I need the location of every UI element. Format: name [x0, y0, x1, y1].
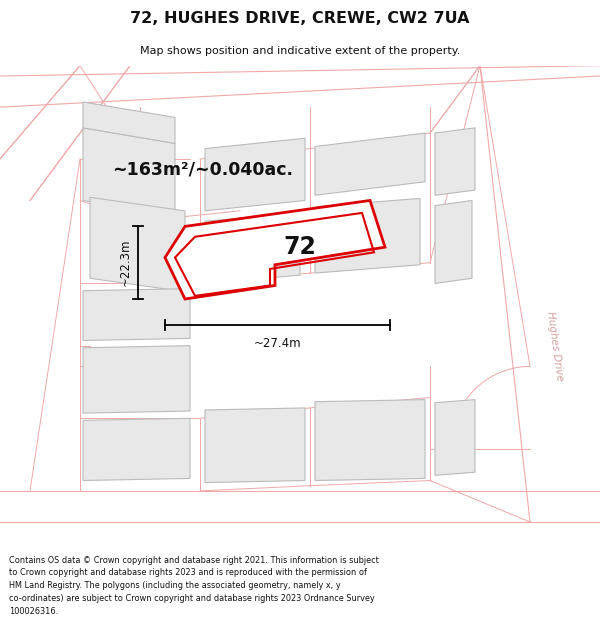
Polygon shape — [435, 128, 475, 195]
Polygon shape — [0, 66, 600, 107]
Text: Contains OS data © Crown copyright and database right 2021. This information is : Contains OS data © Crown copyright and d… — [9, 556, 379, 616]
Polygon shape — [165, 201, 385, 299]
Polygon shape — [435, 399, 475, 476]
Text: ~27.4m: ~27.4m — [254, 338, 301, 351]
Text: Hughes Drive: Hughes Drive — [545, 310, 565, 381]
Polygon shape — [205, 408, 305, 482]
Polygon shape — [0, 66, 130, 201]
Polygon shape — [83, 102, 175, 143]
Text: ~22.3m: ~22.3m — [119, 239, 132, 286]
Text: 72: 72 — [284, 235, 316, 259]
Polygon shape — [83, 128, 175, 216]
Text: ~163m²/~0.040ac.: ~163m²/~0.040ac. — [112, 161, 293, 178]
Polygon shape — [0, 491, 600, 553]
Polygon shape — [205, 213, 300, 284]
Polygon shape — [315, 198, 420, 273]
Polygon shape — [83, 346, 190, 413]
Polygon shape — [315, 399, 425, 481]
Polygon shape — [480, 66, 600, 553]
Polygon shape — [315, 133, 425, 195]
Polygon shape — [435, 201, 472, 284]
Polygon shape — [90, 198, 185, 292]
Text: 72, HUGHES DRIVE, CREWE, CW2 7UA: 72, HUGHES DRIVE, CREWE, CW2 7UA — [130, 11, 470, 26]
Polygon shape — [205, 138, 305, 211]
Polygon shape — [83, 418, 190, 481]
Polygon shape — [83, 289, 190, 341]
Text: Map shows position and indicative extent of the property.: Map shows position and indicative extent… — [140, 46, 460, 56]
